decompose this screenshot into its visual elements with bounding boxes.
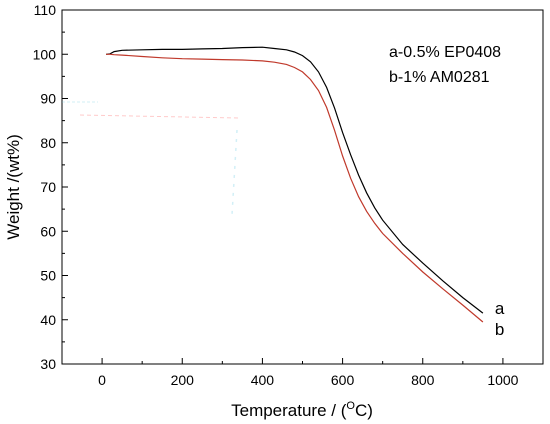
x-tick-label: 200 [171,372,195,388]
x-tick-label: 0 [98,372,106,388]
series-end-label-a: a [495,299,505,318]
x-tick-label: 800 [411,372,435,388]
x-tick-label: 400 [251,372,275,388]
y-tick-label: 40 [40,312,56,328]
legend: a-0.5% EP0408 b-1% AM0281 [389,44,501,86]
y-tick-label: 90 [40,91,56,107]
x-axis-label: Temperature / (OC) [231,400,373,420]
artifact-dash [79,114,239,119]
x-axis-ticks: 0 200 400 600 800 1000 [98,358,519,388]
x-tick-label: 600 [331,372,355,388]
plot-frame [61,9,544,365]
artifact-dash [231,129,238,216]
series-layer [106,46,484,323]
legend-entry-b: b-1% AM0281 [389,69,490,86]
series-line-b [106,53,484,323]
y-tick-label: 60 [40,223,56,239]
faint-artifacts [62,101,239,216]
series-end-label-b: b [495,320,504,339]
y-tick-label: 70 [40,179,56,195]
x-tick-label: 1000 [487,372,518,388]
y-tick-label: 50 [40,268,56,284]
y-axis-label: Weight /(wt%) [4,134,23,240]
y-axis-ticks: 30 40 50 60 70 80 90 100 110 [33,2,68,372]
plot-area [62,46,484,323]
y-tick-label: 110 [34,2,57,18]
legend-entry-a: a-0.5% EP0408 [389,44,501,61]
y-tick-label: 80 [40,135,56,151]
y-tick-label: 30 [40,356,56,372]
y-tick-label: 100 [33,46,57,62]
series-line-a [106,46,484,314]
